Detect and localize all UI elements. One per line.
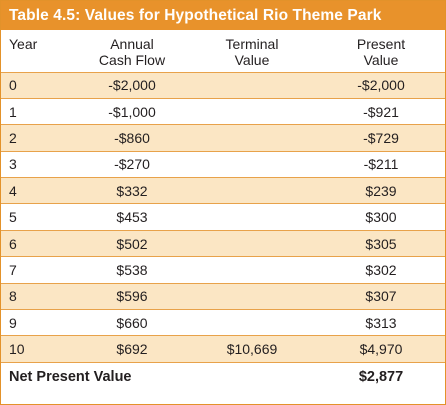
year-cell: 1 bbox=[1, 98, 77, 126]
terminal-value-cell bbox=[187, 98, 317, 126]
table-row: 6 $502 $305 bbox=[1, 230, 445, 258]
cash-flow-cell: $692 bbox=[77, 335, 187, 363]
present-value-cell: -$729 bbox=[317, 124, 445, 152]
present-value-cell: $4,970 bbox=[317, 335, 445, 363]
terminal-value-cell bbox=[187, 309, 317, 337]
year-cell: 0 bbox=[1, 71, 77, 99]
terminal-value-cell bbox=[187, 124, 317, 152]
header-terminal-value: Terminal Value bbox=[225, 36, 279, 68]
year-cell: 8 bbox=[1, 283, 77, 311]
table-title: Table 4.5: Values for Hypothetical Rio T… bbox=[1, 1, 445, 30]
year-cell: 9 bbox=[1, 309, 77, 337]
year-cell: 7 bbox=[1, 256, 77, 284]
table-row: 2 -$860 -$729 bbox=[1, 124, 445, 152]
terminal-value-cell bbox=[187, 71, 317, 99]
cash-flow-table: Year Annual Cash Flow Terminal Value Prese… bbox=[1, 30, 445, 391]
cash-flow-cell: -$1,000 bbox=[77, 98, 187, 126]
terminal-value-cell: $10,669 bbox=[187, 335, 317, 363]
present-value-cell: $305 bbox=[317, 230, 445, 258]
year-cell: 4 bbox=[1, 177, 77, 205]
table-row: 4 $332 $239 bbox=[1, 177, 445, 205]
present-value-cell: -$921 bbox=[317, 98, 445, 126]
terminal-value-cell bbox=[187, 283, 317, 311]
npv-label: Net Present Value bbox=[9, 368, 132, 385]
header-year: Year bbox=[9, 36, 38, 52]
cash-flow-cell: $596 bbox=[77, 283, 187, 311]
year-cell: 10 bbox=[1, 335, 77, 363]
table-row: 10 $692 $10,669 $4,970 bbox=[1, 335, 445, 363]
present-value-cell: $239 bbox=[317, 177, 445, 205]
year-cell: 3 bbox=[1, 151, 77, 179]
npv-value: $2,877 bbox=[358, 368, 404, 385]
cash-flow-cell: -$860 bbox=[77, 124, 187, 152]
cash-flow-cell: $538 bbox=[77, 256, 187, 284]
cash-flow-cell: -$270 bbox=[77, 151, 187, 179]
present-value-cell: $302 bbox=[317, 256, 445, 284]
year-cell: 5 bbox=[1, 203, 77, 231]
present-value-cell: -$211 bbox=[317, 151, 445, 179]
terminal-value-cell bbox=[187, 177, 317, 205]
terminal-value-cell bbox=[187, 151, 317, 179]
table-row: 3 -$270 -$211 bbox=[1, 151, 445, 179]
table-row: 9 $660 $313 bbox=[1, 309, 445, 337]
terminal-value-cell bbox=[187, 203, 317, 231]
present-value-cell: $307 bbox=[317, 283, 445, 311]
cash-flow-cell: $453 bbox=[77, 203, 187, 231]
present-value-cell: $313 bbox=[317, 309, 445, 337]
header-present-value: Present Value bbox=[356, 36, 406, 68]
present-value-cell: $300 bbox=[317, 203, 445, 231]
terminal-value-cell bbox=[187, 230, 317, 258]
present-value-cell: -$2,000 bbox=[317, 71, 445, 99]
npv-row: Net Present Value $2,877 bbox=[1, 362, 445, 391]
cash-flow-cell: $332 bbox=[77, 177, 187, 205]
table-row: 5 $453 $300 bbox=[1, 203, 445, 231]
table-row: 7 $538 $302 bbox=[1, 256, 445, 284]
table-row: 8 $596 $307 bbox=[1, 283, 445, 311]
cash-flow-cell: $660 bbox=[77, 309, 187, 337]
cash-flow-cell: $502 bbox=[77, 230, 187, 258]
header-row: Year Annual Cash Flow Terminal Value Prese… bbox=[1, 30, 445, 72]
terminal-value-cell bbox=[187, 256, 317, 284]
year-cell: 6 bbox=[1, 230, 77, 258]
cash-flow-cell: -$2,000 bbox=[77, 71, 187, 99]
header-cash-flow: Annual Cash Flow bbox=[98, 36, 166, 68]
year-cell: 2 bbox=[1, 124, 77, 152]
table-row: 1 -$1,000 -$921 bbox=[1, 98, 445, 126]
table-row: 0 -$2,000 -$2,000 bbox=[1, 71, 445, 99]
